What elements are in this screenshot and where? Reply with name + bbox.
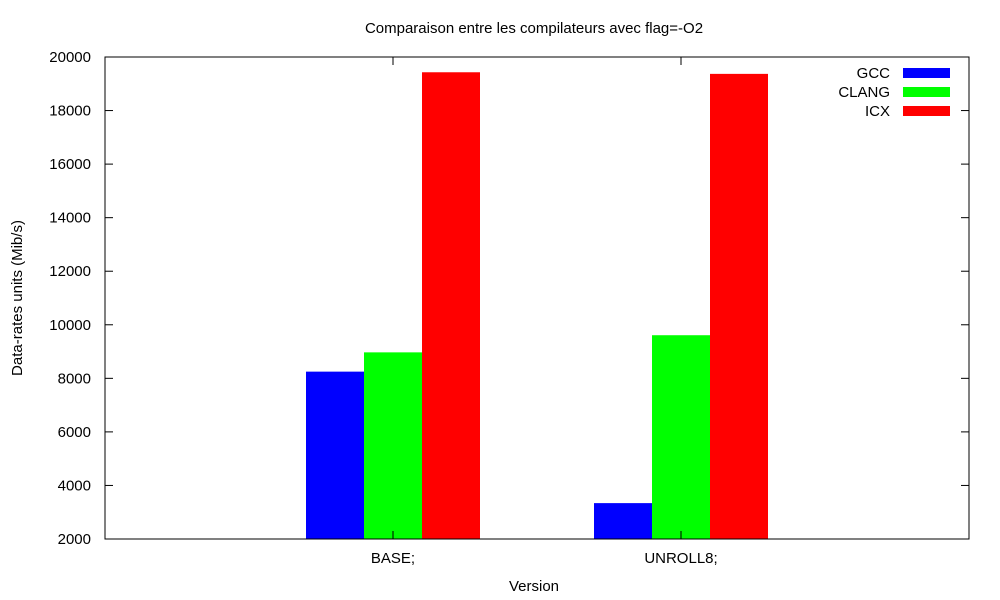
- legend-label-clang: CLANG: [838, 84, 890, 101]
- chart-title: Comparaison entre les compilateurs avec …: [365, 20, 703, 37]
- bars-group: [306, 72, 768, 540]
- x-axis-label: Version: [509, 578, 559, 595]
- legend-swatch-clang: [903, 87, 950, 97]
- bar-icx-1: [422, 72, 480, 539]
- legend-label-gcc: GCC: [857, 65, 891, 82]
- bar-clang-2: [652, 335, 710, 539]
- legend: GCC CLANG ICX: [838, 65, 950, 120]
- y-tick-label: 4000: [58, 477, 91, 494]
- y-axis-label: Data-rates units (Mib/s): [9, 220, 26, 376]
- y-tick-label: 10000: [49, 317, 91, 334]
- y-tick-label: 20000: [49, 49, 91, 66]
- y-tick-label: 6000: [58, 424, 91, 441]
- y-tick-label: 8000: [58, 370, 91, 387]
- y-tick-label: 14000: [49, 210, 91, 227]
- bar-gcc-2: [594, 503, 652, 539]
- x-tick-label: BASE;: [371, 550, 415, 567]
- legend-swatch-icx: [903, 106, 950, 116]
- legend-swatch-gcc: [903, 68, 950, 78]
- bar-gcc-1: [306, 371, 364, 539]
- y-tick-label: 2000: [58, 531, 91, 548]
- ticks-group: BASE; UNROLL8; 2000 4000 6000 8000 10000 12000 1…: [49, 49, 969, 567]
- y-tick-label: 16000: [49, 156, 91, 173]
- bar-clang-1: [364, 352, 422, 539]
- plot-frame: [104, 56, 970, 540]
- x-tick-label: UNROLL8;: [644, 550, 717, 567]
- bar-icx-2: [710, 73, 768, 540]
- y-tick-label: 12000: [49, 263, 91, 280]
- legend-label-icx: ICX: [865, 103, 890, 120]
- y-tick-label: 18000: [49, 103, 91, 120]
